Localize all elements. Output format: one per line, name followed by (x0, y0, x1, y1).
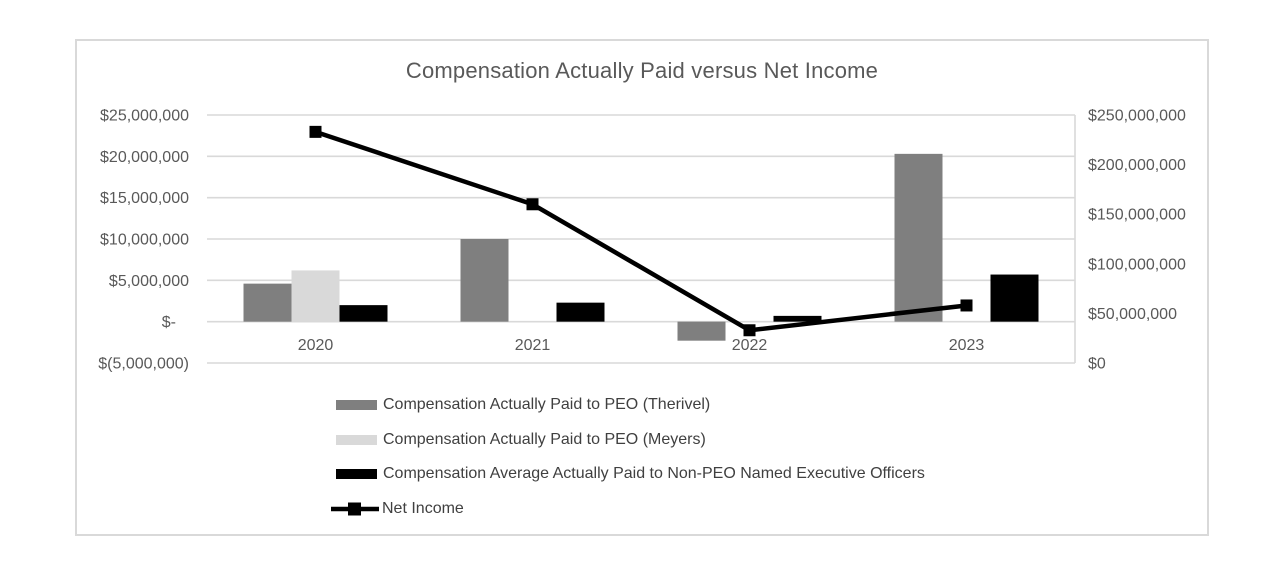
bar-non_peo-2020[interactable] (339, 305, 388, 322)
bar-non_peo-2021[interactable] (556, 302, 605, 322)
legend-swatch-therivel (336, 400, 377, 411)
left-axis-tick-label: $15,000,000 (100, 190, 189, 207)
bar-non_peo-2023[interactable] (990, 274, 1039, 322)
marker-net_income-2023[interactable] (960, 299, 973, 312)
x-axis-label: 2022 (732, 337, 768, 354)
marker-net_income-2022[interactable] (743, 324, 756, 337)
legend-swatch-net_income (331, 502, 379, 516)
legend-item-meyers[interactable]: Compensation Actually Paid to PEO (Meyer… (331, 423, 925, 458)
x-axis-label: 2021 (515, 337, 551, 354)
legend-item-net_income[interactable]: Net Income (331, 492, 925, 527)
left-axis-tick-label: $10,000,000 (100, 232, 189, 249)
legend-swatch-meyers (336, 434, 377, 445)
left-axis-tick-label: $25,000,000 (100, 108, 189, 125)
x-axis-label: 2020 (298, 337, 334, 354)
bar-therivel-2021[interactable] (460, 239, 509, 322)
chart-title: Compensation Actually Paid versus Net In… (405, 58, 879, 83)
right-axis-tick-label: $250,000,000 (1088, 108, 1186, 125)
legend-item-therivel[interactable]: Compensation Actually Paid to PEO (Theri… (331, 388, 925, 423)
right-axis-tick-label: $150,000,000 (1088, 207, 1186, 224)
bar-therivel-2020[interactable] (243, 283, 292, 322)
legend-item-non_peo[interactable]: Compensation Average Actually Paid to No… (331, 457, 925, 492)
marker-net_income-2020[interactable] (309, 125, 322, 138)
right-axis-tick-label: $0 (1088, 356, 1106, 373)
legend-label: Net Income (382, 500, 464, 518)
right-axis-tick-label: $200,000,000 (1088, 157, 1186, 174)
legend-label: Compensation Actually Paid to PEO (Theri… (383, 396, 711, 414)
left-axis-tick-label: $(5,000,000) (98, 356, 189, 373)
x-axis-label: 2023 (949, 337, 985, 354)
right-axis-tick-label: $100,000,000 (1088, 256, 1186, 273)
legend-label: Compensation Actually Paid to PEO (Meyer… (383, 430, 706, 448)
line-net_income[interactable] (314, 129, 967, 333)
bar-meyers-2020[interactable] (291, 270, 340, 322)
bar-therivel-2023[interactable] (894, 153, 943, 322)
legend-label: Compensation Average Actually Paid to No… (383, 465, 925, 483)
left-axis-tick-label: $5,000,000 (109, 273, 189, 290)
chart-legend: Compensation Actually Paid to PEO (Theri… (331, 388, 925, 526)
bar-non_peo-2022[interactable] (773, 315, 822, 322)
left-axis-tick-label: $20,000,000 (100, 149, 189, 166)
left-axis-tick-label: $- (162, 314, 176, 331)
marker-net_income-2021[interactable] (526, 198, 539, 211)
right-axis-tick-label: $50,000,000 (1088, 306, 1177, 323)
legend-swatch-non_peo (336, 469, 377, 480)
bar-therivel-2022[interactable] (677, 321, 726, 341)
